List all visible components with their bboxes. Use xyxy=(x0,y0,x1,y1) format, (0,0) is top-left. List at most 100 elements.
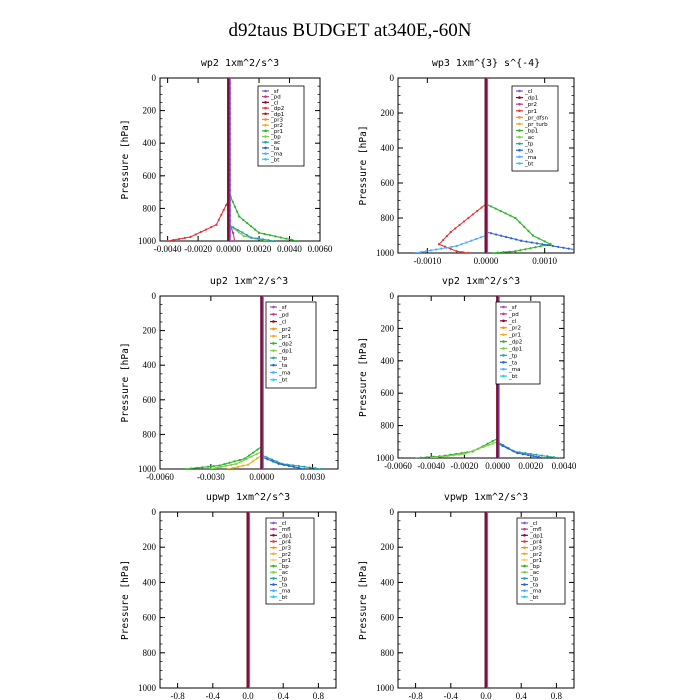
x-tick-label: 0.0020 xyxy=(518,461,543,471)
series-marker xyxy=(514,250,517,253)
legend-marker xyxy=(523,583,526,586)
legend-label: _pr3 xyxy=(270,117,284,123)
series-marker xyxy=(460,243,463,246)
series-marker xyxy=(480,206,483,209)
series-marker xyxy=(232,231,235,234)
series-marker xyxy=(183,236,186,240)
series-line xyxy=(438,78,487,253)
legend-marker xyxy=(264,106,267,110)
series-marker xyxy=(268,234,272,237)
series-marker xyxy=(277,462,280,465)
legend-marker xyxy=(502,354,505,357)
y-tick-label: 200 xyxy=(143,542,157,552)
series-marker xyxy=(184,467,187,469)
series-marker xyxy=(437,243,441,246)
series-marker xyxy=(419,456,422,458)
legend-marker xyxy=(264,146,267,150)
x-tick-label: 0.0000 xyxy=(216,244,241,254)
series-marker xyxy=(303,465,306,468)
series-marker xyxy=(515,238,518,241)
legend-label: _pr3 xyxy=(529,546,543,552)
legend-marker xyxy=(518,155,521,159)
series-marker xyxy=(540,454,543,457)
legend-label: _pr3 xyxy=(278,546,292,552)
legend-marker xyxy=(523,534,526,537)
legend-label: _dp1 xyxy=(524,96,538,102)
panel-title: vpwp 1xm^2/s^3 xyxy=(444,492,528,503)
series-line xyxy=(414,296,499,458)
legend-marker xyxy=(272,595,275,599)
series-marker xyxy=(541,243,544,246)
series-marker xyxy=(455,250,458,253)
y-tick-label: 800 xyxy=(143,648,157,658)
series-marker xyxy=(467,216,470,220)
legend-marker xyxy=(502,319,505,323)
series-marker xyxy=(212,465,215,468)
y-tick-label: 200 xyxy=(381,323,395,333)
series-marker xyxy=(195,466,198,469)
x-tick-label: 0.0 xyxy=(242,691,254,700)
legend-label: _mfl xyxy=(529,527,542,533)
series-marker xyxy=(529,247,532,250)
series-marker xyxy=(494,233,498,236)
legend-marker xyxy=(272,552,275,556)
legend-label: _ta xyxy=(278,363,287,369)
series-line xyxy=(167,78,230,241)
x-tick-label: 0.8 xyxy=(313,691,325,700)
series-marker xyxy=(265,456,268,459)
series-marker xyxy=(445,246,448,249)
legend-label: _ta xyxy=(270,146,279,152)
series-marker xyxy=(440,247,443,250)
legend-label: _mfl xyxy=(278,527,291,533)
series-marker xyxy=(425,456,429,458)
series-marker xyxy=(518,221,521,224)
legend-marker xyxy=(272,546,275,549)
legend-marker xyxy=(264,135,267,138)
series-marker xyxy=(458,223,461,227)
series-marker xyxy=(449,247,452,251)
series-marker xyxy=(514,216,517,220)
y-tick-label: 800 xyxy=(143,203,157,213)
series-marker xyxy=(450,245,453,248)
y-axis-label: Pressure [hPa] xyxy=(120,560,131,640)
legend-label: _pd xyxy=(508,312,519,318)
y-tick-label: 400 xyxy=(143,360,157,370)
legend-label: _ac xyxy=(524,135,534,141)
x-tick-label: 0.0000 xyxy=(485,461,510,471)
legend-marker xyxy=(502,326,505,330)
chart-panel-1: wp3 1xm^{3} s^{-4} Pressure [hPa] 0 200 400 6… xyxy=(358,58,575,266)
y-tick-label: 0 xyxy=(390,291,395,301)
legend-marker xyxy=(264,129,267,133)
panel-title: up2 1xm^2/s^3 xyxy=(210,276,288,287)
y-tick-label: 1000 xyxy=(138,236,157,246)
chart-panel-3: vp2 1xm^2/s^3 Pressure [hPa] 0 200 400 600 800… xyxy=(358,276,577,471)
legend-label: _ma xyxy=(270,152,282,158)
legend-label: _tp xyxy=(278,576,288,582)
legend-label: _ta xyxy=(529,583,538,589)
series-marker xyxy=(477,447,480,450)
series-marker xyxy=(302,467,306,469)
y-tick-label: 0 xyxy=(152,507,157,517)
y-tick-label: 1000 xyxy=(376,683,395,693)
y-tick-label: 0 xyxy=(390,73,395,83)
legend-label: _sf xyxy=(270,89,280,95)
legend-label: _bt xyxy=(270,157,280,163)
series-marker xyxy=(508,250,511,253)
series-marker xyxy=(250,455,253,458)
legend-marker xyxy=(272,558,275,562)
x-tick-label: 0.0060 xyxy=(308,244,333,254)
series-marker xyxy=(496,251,499,253)
series-marker xyxy=(535,453,538,456)
x-tick-label: -0.0060 xyxy=(384,461,412,471)
y-tick-label: 800 xyxy=(381,213,395,223)
series-group xyxy=(246,512,251,688)
legend-label: _ac xyxy=(278,570,288,576)
series-marker xyxy=(491,440,494,443)
y-tick-label: 600 xyxy=(381,178,395,188)
y-tick-label: 400 xyxy=(381,143,395,153)
series-marker xyxy=(443,245,447,248)
series-line xyxy=(431,296,499,458)
series-marker xyxy=(247,463,250,466)
series-marker xyxy=(519,249,522,252)
legend-label: _ta xyxy=(524,148,533,154)
